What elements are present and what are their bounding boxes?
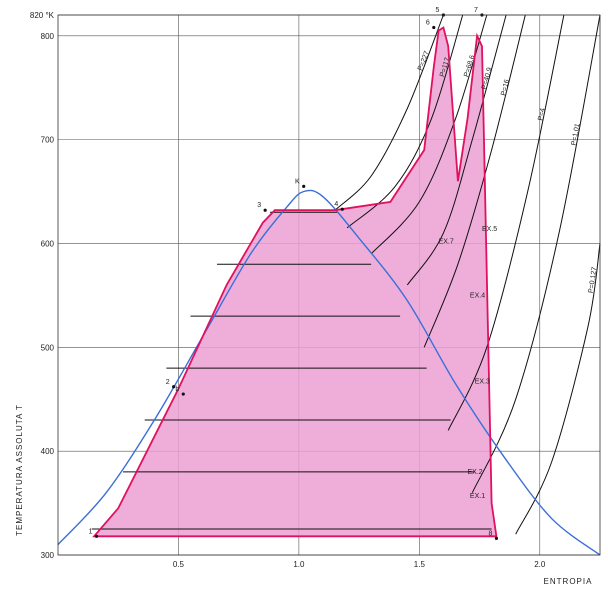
state-point [181,392,185,396]
state-point-label: 8 [489,530,493,537]
x-tick-label: 0.5 [173,560,185,569]
state-point-label: 1 [89,528,93,535]
cycle-outline [92,26,498,538]
isobar-line [515,243,601,535]
extraction-label: EX.5 [482,226,497,233]
constant-temperature-layer [91,211,492,530]
extraction-label: EX.7 [439,238,454,245]
cycle-outline-layer [92,26,498,538]
y-tick-label: 800 [41,32,55,41]
y-tick-label: 400 [41,447,55,456]
plot-frame [57,14,601,556]
extraction-label: EX.3 [475,379,490,386]
state-point-label: 6 [426,19,430,26]
y-tick-label: 600 [41,239,55,248]
state-point-label: 4 [334,201,338,208]
isobar-label: P=1.01 [571,123,582,146]
y-tick-label: 500 [41,343,55,352]
isobar-line [406,14,507,286]
state-point-label: K [295,178,300,185]
state-point-label: 7 [474,7,478,14]
state-point [432,25,436,30]
isobar-line [447,14,565,431]
x-axis-title: ENTROPIA [544,577,593,586]
extraction-label: EX.4 [470,292,485,299]
extraction-label: EX.2 [468,469,483,476]
state-point-label: 3 [257,202,261,209]
x-tick-label: 1.0 [293,560,305,569]
isobar-label: P=16 [500,79,511,97]
y-tick-label: 700 [41,136,55,145]
saturation-curve [57,189,601,556]
x-tick-label: 2.0 [534,560,546,569]
state-point-label: 5 [436,7,440,14]
y-tick-label: 300 [41,551,55,560]
isobar-line [334,14,444,211]
state-point [494,536,499,540]
state-point [172,385,176,389]
extraction-label: EX.1 [470,493,485,500]
y-tick-label: 820 °K [30,11,55,20]
isobar-label: P=4 [537,107,546,121]
cycle-area [94,27,497,537]
isobar-label: P=0.127 [588,267,599,294]
isobar-line [346,14,464,229]
x-tick-label: 1.5 [414,560,426,569]
isobar-line [471,14,601,493]
state-point-label: 2 [166,379,170,386]
y-axis-title: TEMPERATURA ASSOLUTA T [15,404,24,536]
state-point [94,534,99,538]
state-point [263,208,267,212]
state-point-label: b [175,386,179,393]
isobar-line [423,14,526,348]
state-point [340,207,344,211]
state-point [302,184,306,188]
saturation-dome-layer [57,189,601,556]
cycle-fill-layer [94,27,497,537]
axis-layer: 820 °K 800 700 600 500 400 300 0.5 1.0 1.5 2.0 [30,11,601,569]
